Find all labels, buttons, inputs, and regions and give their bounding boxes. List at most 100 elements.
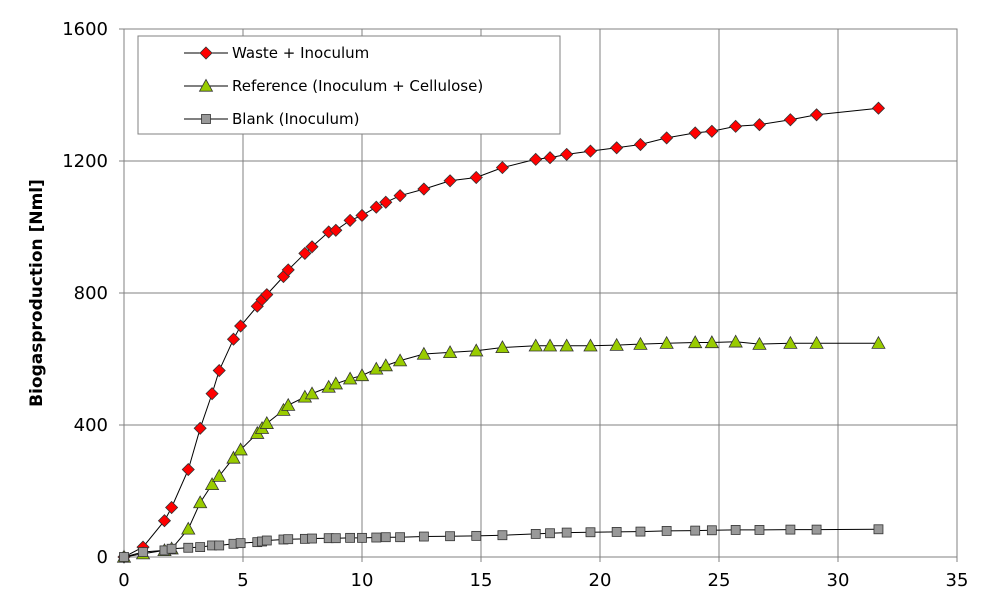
data-point bbox=[329, 223, 343, 237]
data-point bbox=[661, 526, 672, 536]
data-point bbox=[706, 525, 717, 536]
data-point bbox=[305, 240, 319, 254]
legend-marker bbox=[199, 46, 213, 60]
data-point bbox=[193, 421, 207, 435]
data-point bbox=[497, 530, 508, 541]
data-point bbox=[342, 371, 358, 385]
data-point bbox=[530, 529, 541, 539]
data-point bbox=[165, 500, 179, 515]
data-point bbox=[417, 182, 431, 196]
data-point bbox=[785, 524, 796, 535]
data-point bbox=[281, 397, 296, 411]
data-point bbox=[166, 543, 177, 554]
x-axis-ticks: 0 5 10 15 20 25 30 35 bbox=[118, 557, 968, 591]
y-axis-label: Biogasproduction [Nml] bbox=[27, 179, 47, 407]
data-point bbox=[157, 514, 172, 528]
data-point bbox=[660, 131, 674, 145]
data-point bbox=[495, 161, 509, 175]
data-point bbox=[261, 535, 272, 546]
series-2 bbox=[119, 524, 884, 562]
data-point bbox=[369, 200, 383, 214]
x-tick-label: 30 bbox=[827, 570, 850, 591]
data-point bbox=[119, 552, 129, 562]
data-point bbox=[728, 334, 743, 348]
data-point bbox=[659, 335, 674, 349]
data-point bbox=[259, 416, 274, 429]
data-point bbox=[783, 335, 798, 349]
data-point bbox=[543, 151, 557, 165]
data-point bbox=[212, 468, 227, 482]
data-point bbox=[633, 336, 648, 350]
data-point bbox=[610, 141, 624, 155]
data-point bbox=[233, 442, 248, 456]
series-layer bbox=[116, 101, 886, 564]
legend-label: Blank (Inoculum) bbox=[232, 110, 359, 128]
data-point bbox=[690, 525, 701, 536]
data-point bbox=[212, 363, 226, 378]
data-point bbox=[443, 174, 457, 188]
data-point bbox=[495, 340, 510, 354]
y-tick-label: 1600 bbox=[62, 19, 108, 40]
y-tick-label: 800 bbox=[74, 283, 108, 304]
data-point bbox=[810, 108, 824, 122]
data-point bbox=[729, 119, 743, 133]
data-point bbox=[561, 527, 572, 538]
data-point bbox=[345, 532, 356, 543]
data-point bbox=[234, 319, 248, 333]
series-0 bbox=[117, 101, 886, 564]
data-point bbox=[471, 530, 482, 541]
data-point bbox=[811, 524, 822, 535]
data-point bbox=[609, 337, 624, 351]
x-tick-label: 35 bbox=[946, 570, 969, 591]
data-point bbox=[633, 137, 648, 152]
data-point bbox=[226, 332, 241, 346]
legend-item: Reference (Inoculum + Cellulose) bbox=[184, 77, 483, 95]
data-point bbox=[343, 213, 357, 227]
data-point bbox=[392, 353, 408, 367]
data-point bbox=[183, 542, 194, 553]
data-point bbox=[307, 533, 317, 544]
x-tick-label: 0 bbox=[118, 570, 129, 591]
data-point bbox=[378, 358, 393, 372]
data-point bbox=[181, 521, 196, 535]
data-point bbox=[192, 495, 208, 509]
data-point bbox=[354, 368, 370, 382]
data-point bbox=[195, 542, 206, 552]
data-point bbox=[469, 170, 483, 185]
data-point bbox=[330, 533, 341, 544]
data-point bbox=[226, 450, 241, 464]
data-point bbox=[871, 335, 886, 349]
x-tick-label: 15 bbox=[470, 570, 493, 591]
data-point bbox=[529, 152, 543, 166]
data-point bbox=[355, 208, 369, 223]
data-point bbox=[704, 335, 720, 349]
data-point bbox=[371, 532, 382, 543]
y-tick-label: 0 bbox=[97, 547, 108, 568]
legend: Waste + Inoculum Reference (Inoculum + Ce… bbox=[137, 35, 561, 135]
data-point bbox=[560, 147, 574, 161]
data-point bbox=[559, 338, 574, 352]
data-point bbox=[611, 527, 622, 537]
data-point bbox=[528, 338, 543, 352]
data-point bbox=[871, 101, 886, 115]
data-point bbox=[783, 113, 797, 127]
legend-label: Waste + Inoculum bbox=[232, 44, 369, 62]
data-point bbox=[873, 524, 884, 535]
y-axis-ticks: 0 400 800 1200 1600 bbox=[62, 19, 124, 568]
data-point bbox=[138, 547, 148, 557]
data-point bbox=[445, 531, 455, 542]
data-point bbox=[235, 538, 246, 549]
legend-marker bbox=[198, 78, 214, 92]
data-point bbox=[809, 335, 824, 349]
data-point bbox=[328, 376, 343, 390]
data-point bbox=[214, 540, 225, 551]
data-point bbox=[205, 387, 219, 401]
series-1 bbox=[116, 334, 886, 563]
data-point bbox=[283, 534, 294, 545]
data-point bbox=[298, 246, 312, 260]
y-tick-label: 1200 bbox=[62, 151, 108, 172]
data-point bbox=[304, 386, 320, 400]
data-point bbox=[688, 335, 703, 349]
data-point bbox=[635, 526, 646, 537]
data-point bbox=[583, 338, 598, 352]
